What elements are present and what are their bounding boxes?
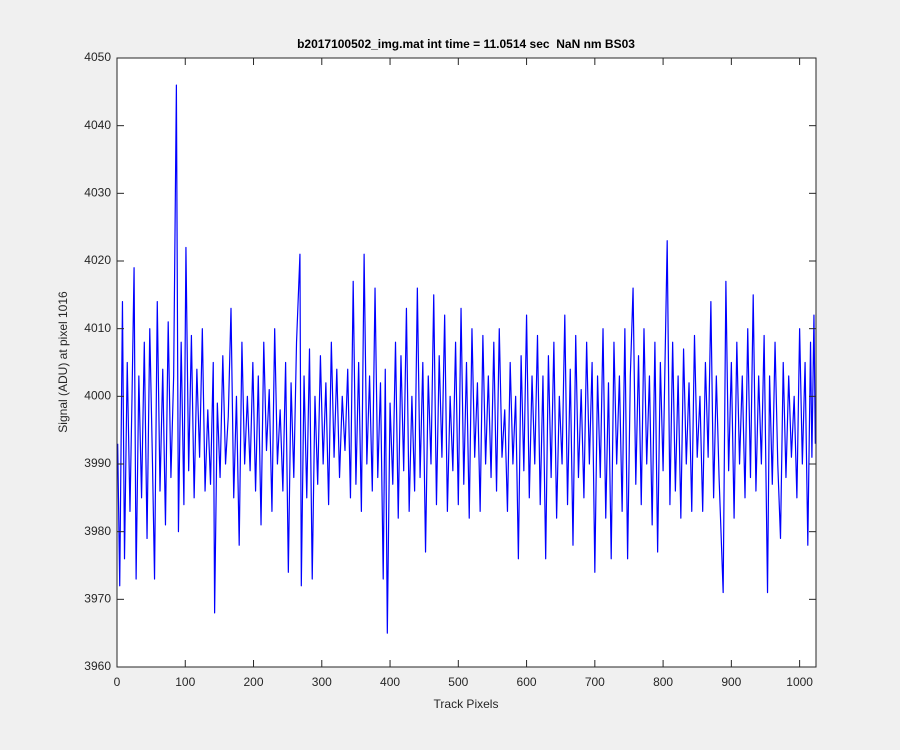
x-tick-label: 100: [175, 675, 195, 689]
chart-title: b2017100502_img.mat int time = 11.0514 s…: [297, 37, 635, 51]
x-tick-label: 0: [114, 675, 121, 689]
y-tick-label: 4040: [84, 118, 111, 132]
data-line: [117, 84, 816, 634]
y-tick-label: 3970: [84, 592, 111, 606]
y-axis-label: Signal (ADU) at pixel 1016: [56, 291, 70, 433]
x-tick-label: 700: [585, 675, 605, 689]
x-tick-label: 800: [653, 675, 673, 689]
x-tick-label: 200: [244, 675, 264, 689]
x-tick-label: 1000: [786, 675, 813, 689]
x-tick-label: 300: [312, 675, 332, 689]
x-tick-label: 400: [380, 675, 400, 689]
x-tick-label: 500: [448, 675, 468, 689]
axes-box: [116, 57, 817, 668]
y-tick-label: 3990: [84, 456, 111, 470]
y-tick-label: 4000: [84, 389, 111, 403]
y-tick-label: 4030: [84, 186, 111, 200]
x-tick-label: 900: [721, 675, 741, 689]
y-tick-label: 3960: [84, 659, 111, 673]
x-axis-label: Track Pixels: [434, 697, 499, 711]
y-tick-label: 4050: [84, 50, 111, 64]
y-tick-label: 3980: [84, 524, 111, 538]
y-tick-label: 4020: [84, 253, 111, 267]
x-tick-label: 600: [517, 675, 537, 689]
y-tick-label: 4010: [84, 321, 111, 335]
